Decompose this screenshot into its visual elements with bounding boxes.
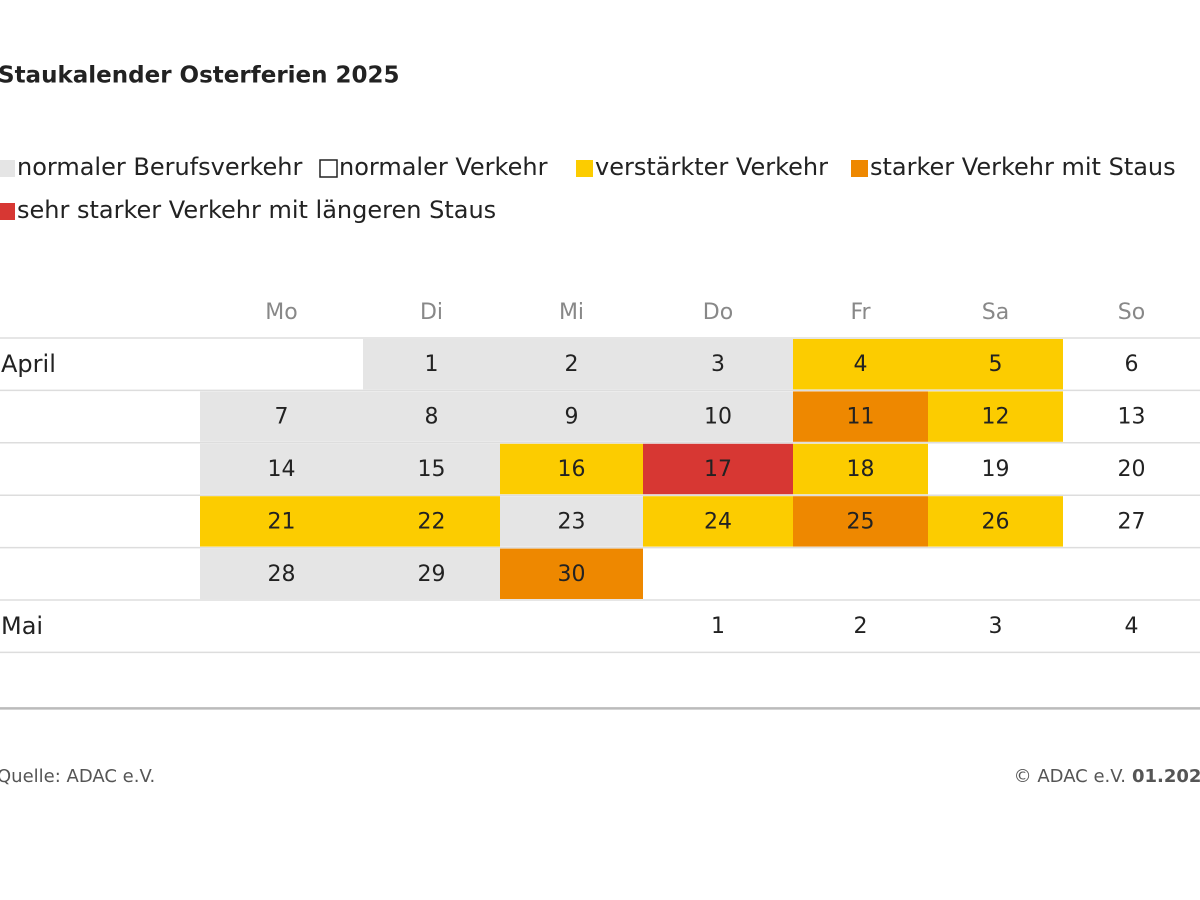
day-cell <box>500 548 643 599</box>
weekday-header: Mo <box>265 300 297 325</box>
day-cell <box>500 339 643 390</box>
day-number: 20 <box>1118 457 1146 482</box>
legend-swatch <box>851 160 868 177</box>
day-cell <box>928 391 1063 442</box>
legend-swatch <box>319 159 338 178</box>
day-cell <box>363 443 500 495</box>
day-cell <box>1063 391 1200 442</box>
day-cell <box>643 496 793 547</box>
day-number: 27 <box>1118 509 1146 534</box>
day-number: 24 <box>704 509 732 534</box>
day-cell <box>500 391 643 442</box>
day-number: 3 <box>989 614 1003 639</box>
day-cell <box>793 496 928 547</box>
day-cell <box>363 339 500 390</box>
day-number: 18 <box>847 457 875 482</box>
copyright: © ADAC e.V. <box>1014 766 1126 787</box>
day-cell <box>363 391 500 442</box>
day-cell <box>200 548 363 599</box>
month-label: April <box>1 350 56 378</box>
day-number: 9 <box>565 405 579 430</box>
day-number: 10 <box>704 405 732 430</box>
day-number: 12 <box>982 405 1010 430</box>
day-number: 17 <box>704 457 732 482</box>
weekday-header: Mi <box>559 300 584 325</box>
day-number: 2 <box>854 614 868 639</box>
day-cell <box>200 496 363 547</box>
day-cell <box>793 339 928 390</box>
day-number: 19 <box>982 457 1010 482</box>
legend-label: verstärkter Verkehr <box>595 153 828 181</box>
weekday-header: Sa <box>982 300 1009 325</box>
legend-swatch <box>0 160 15 177</box>
date: 01.2025 <box>1132 766 1200 787</box>
day-number: 4 <box>854 352 868 377</box>
day-cell <box>1063 443 1200 495</box>
day-number: 30 <box>558 562 586 587</box>
day-cell <box>200 443 363 495</box>
day-cell <box>200 391 363 442</box>
day-cell <box>928 339 1063 390</box>
day-cell <box>1063 496 1200 547</box>
day-number: 22 <box>418 509 446 534</box>
weekday-header: So <box>1118 300 1145 325</box>
day-number: 7 <box>275 405 289 430</box>
day-number: 25 <box>847 509 875 534</box>
day-cell <box>643 601 793 652</box>
day-cell <box>793 391 928 442</box>
day-number: 8 <box>425 405 439 430</box>
day-number: 16 <box>558 457 586 482</box>
day-number: 1 <box>425 352 439 377</box>
day-cell <box>928 601 1063 652</box>
day-number: 28 <box>268 562 296 587</box>
day-number: 23 <box>558 509 586 534</box>
day-number: 15 <box>418 457 446 482</box>
day-number: 26 <box>982 509 1010 534</box>
legend-label: starker Verkehr mit Staus <box>870 153 1176 181</box>
weekday-header: Di <box>420 300 443 325</box>
day-cell <box>928 443 1063 495</box>
day-number: 29 <box>418 562 446 587</box>
day-cell <box>928 496 1063 547</box>
day-cell <box>643 443 793 495</box>
day-cell <box>1063 601 1200 652</box>
month-label: Mai <box>1 612 43 640</box>
day-number: 2 <box>565 352 579 377</box>
day-number: 5 <box>989 352 1003 377</box>
source: Quelle: ADAC e.V. <box>0 766 155 787</box>
title: Staukalender Osterferien 2025 <box>0 63 400 89</box>
day-number: 14 <box>268 457 296 482</box>
legend-swatch <box>576 160 593 177</box>
day-number: 4 <box>1125 614 1139 639</box>
day-number: 6 <box>1125 352 1139 377</box>
day-number: 1 <box>711 614 725 639</box>
day-cell <box>500 496 643 547</box>
weekday-header: Do <box>703 300 733 325</box>
day-cell <box>500 443 643 495</box>
weekday-header: Fr <box>850 300 871 325</box>
legend-label: sehr starker Verkehr mit längeren Staus <box>17 196 496 224</box>
day-number: 11 <box>847 405 875 430</box>
day-cell <box>643 391 793 442</box>
legend-label: normaler Berufsverkehr <box>17 153 302 181</box>
day-cell <box>793 443 928 495</box>
day-number: 21 <box>268 509 296 534</box>
legend-label: normaler Verkehr <box>339 153 548 181</box>
day-cell <box>1063 339 1200 390</box>
day-cell <box>793 601 928 652</box>
day-number: 3 <box>711 352 725 377</box>
day-cell <box>363 548 500 599</box>
day-cell <box>643 339 793 390</box>
legend-swatch <box>0 203 15 220</box>
day-number: 13 <box>1118 405 1146 430</box>
day-cell <box>363 496 500 547</box>
